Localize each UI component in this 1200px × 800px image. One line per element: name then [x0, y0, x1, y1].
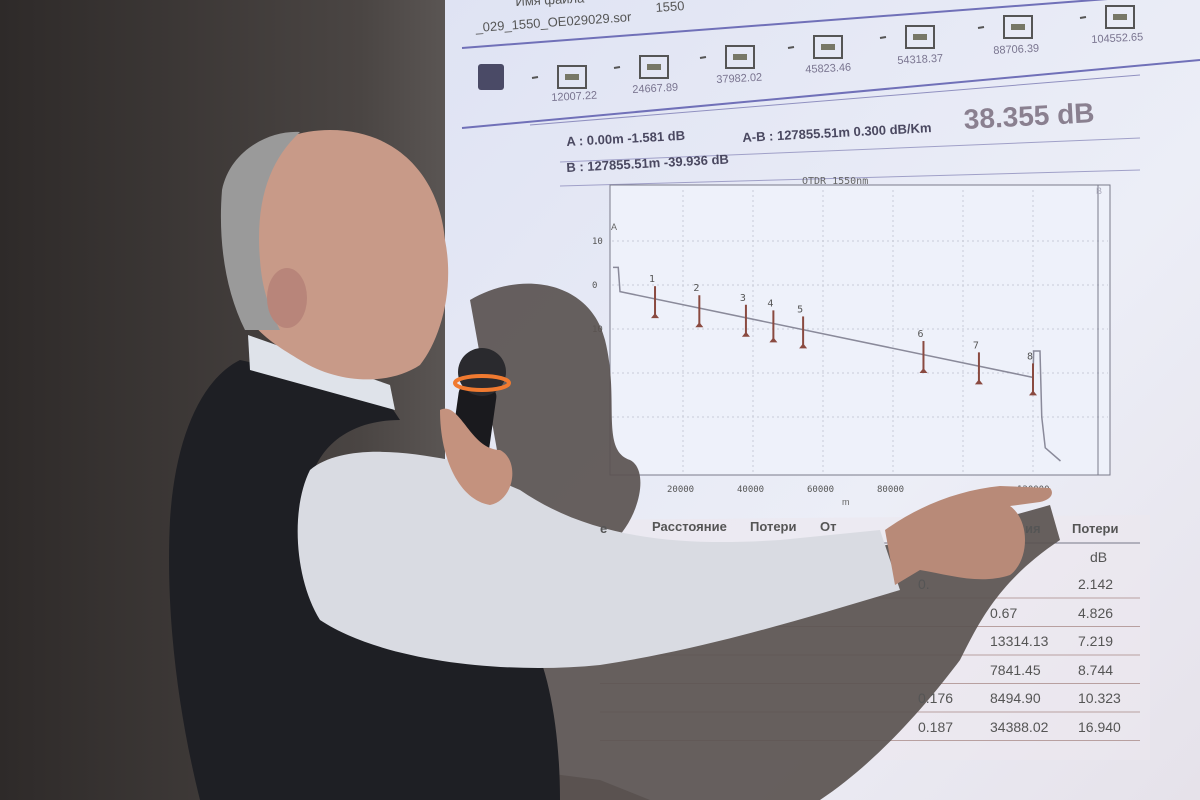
table-header: Потери	[1072, 521, 1119, 536]
x-axis-label: m	[842, 497, 850, 507]
x-tick-label: 40000	[737, 485, 764, 495]
otdr-trace	[613, 266, 1061, 462]
splice-icon-body	[821, 44, 835, 50]
splice-icon-body	[733, 54, 747, 60]
splice-icon-body	[647, 64, 661, 70]
connector-dash	[787, 46, 795, 49]
event-label: 7	[973, 340, 979, 351]
splice-event-icon[interactable]	[639, 55, 669, 79]
otdr-chart: 123456782000040000600008000012000010010	[592, 184, 1111, 495]
chart-title: OTDR 1550nm	[802, 176, 869, 187]
event-marker-base	[651, 313, 660, 319]
table-cell: 0.187	[918, 718, 954, 735]
divider	[559, 137, 1141, 163]
x-tick-label: 20000	[667, 485, 694, 495]
splice-icon-body	[913, 34, 927, 40]
table-cell: 34388.02	[990, 718, 1049, 735]
splice-icon-body	[1011, 24, 1025, 30]
table-cell: 8494.90	[990, 690, 1041, 706]
cursor-a-label: A	[611, 222, 618, 232]
gray-hair	[220, 131, 300, 330]
ear	[267, 268, 307, 328]
event-marker-base	[741, 331, 750, 337]
splice-event-icon[interactable]	[905, 25, 935, 49]
table-cell: 7.219	[1078, 633, 1114, 649]
splice-icon-body	[565, 74, 579, 80]
event-label: 4	[767, 298, 773, 309]
connector-dash	[879, 36, 887, 39]
divider	[529, 74, 1141, 126]
x-tick-label: 80000	[877, 485, 904, 495]
y-tick-label: 10	[592, 237, 603, 247]
table-cell: 0.176	[918, 690, 954, 706]
y-tick-label: 0	[592, 281, 597, 291]
microphone-head	[458, 348, 506, 396]
splice-event-icon[interactable]	[813, 35, 843, 59]
x-tick-label: 60000	[807, 485, 834, 495]
shirt-sleeve	[297, 451, 900, 668]
table-cell: 10.323	[1078, 690, 1121, 706]
splice-event-icon[interactable]	[1003, 15, 1033, 39]
table-cell: 13314.13	[990, 633, 1049, 649]
left-hand	[440, 408, 513, 505]
microphone-ring	[453, 374, 511, 392]
event-marker-base	[769, 337, 778, 343]
divider	[461, 59, 1200, 129]
table-header: ия	[1025, 521, 1041, 536]
splice-event-icon[interactable]	[1105, 5, 1135, 29]
table-header: Потери	[750, 519, 797, 534]
table-cell: 8.744	[1078, 661, 1114, 678]
event-label: 3	[740, 293, 746, 304]
connector-dash	[977, 26, 985, 29]
otdr-device-icon	[478, 64, 504, 90]
event-marker-base	[1029, 390, 1037, 396]
event-marker-base	[799, 343, 808, 349]
table-header: е	[600, 521, 608, 536]
splice-event-icon[interactable]	[725, 45, 755, 69]
connector-dash	[1079, 16, 1087, 19]
table-header: Расстояние	[652, 519, 727, 534]
presenter-shadow	[470, 283, 1060, 800]
connector-dash	[613, 66, 621, 69]
event-label: 8	[1027, 351, 1033, 362]
table-unit: dB	[1090, 549, 1108, 565]
event-label: 2	[693, 283, 699, 294]
splice-event-icon[interactable]	[557, 65, 587, 89]
splice-icon-body	[1113, 14, 1127, 20]
event-label: 6	[917, 329, 923, 340]
event-marker-base	[974, 379, 983, 385]
connector-dash	[531, 76, 539, 79]
plot-area	[609, 184, 1111, 476]
event-marker-base	[919, 368, 928, 374]
table-cell: 0.	[918, 576, 930, 592]
table-header: От	[820, 519, 837, 534]
table-cell: 16.940	[1078, 718, 1121, 735]
table-cell: 0.67	[990, 604, 1018, 621]
table-cell: 2.142	[1078, 576, 1114, 592]
table-cell: 4.826	[1078, 604, 1114, 621]
pointing-hand	[885, 486, 1052, 585]
event-label: 1	[649, 274, 655, 285]
connector-dash	[699, 56, 707, 59]
shirt-collar	[248, 335, 395, 410]
cursor-b-label: B	[1096, 186, 1103, 196]
divider	[559, 169, 1141, 187]
table-cell: 7841.45	[990, 661, 1041, 678]
divider	[461, 0, 1108, 49]
event-label: 5	[797, 304, 803, 315]
event-marker-base	[695, 322, 704, 328]
